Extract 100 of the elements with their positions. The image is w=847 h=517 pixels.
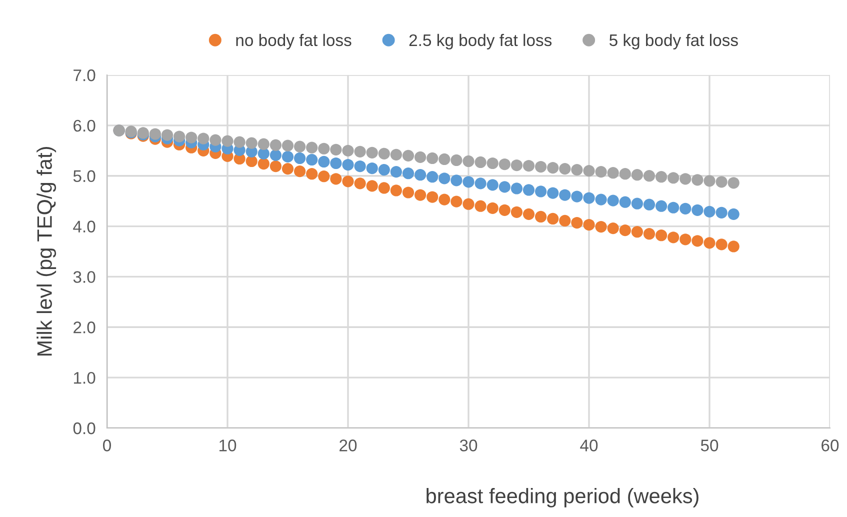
point: [510, 206, 523, 218]
point: [161, 129, 174, 141]
point: [571, 216, 583, 229]
point: [498, 181, 510, 193]
point: [414, 189, 426, 201]
point: [438, 194, 450, 206]
x-axis-title: breast feeding period (weeks): [426, 488, 698, 508]
x-tick-label: 10: [220, 440, 236, 452]
point: [318, 170, 330, 182]
point: [306, 142, 318, 154]
point: [354, 160, 366, 172]
point: [547, 162, 559, 174]
point: [692, 174, 704, 186]
point: [655, 200, 668, 212]
point: [258, 138, 270, 150]
point: [522, 184, 535, 196]
x-tick-label: 0: [103, 440, 111, 452]
point: [186, 132, 198, 144]
point: [704, 237, 716, 249]
point: [668, 202, 680, 214]
x-tick-label: 20: [340, 440, 357, 452]
point: [571, 190, 583, 202]
point: [390, 166, 402, 178]
point: [643, 228, 656, 240]
point: [330, 173, 342, 185]
point: [198, 132, 210, 144]
point: [607, 222, 619, 234]
y-tick-label: 0.0: [73, 422, 96, 434]
point: [474, 156, 486, 168]
point: [366, 146, 378, 158]
point: [462, 198, 474, 210]
point: [378, 148, 390, 160]
point: [619, 224, 631, 236]
y-axis-title: Milk levl (pg TEQ/g fat): [36, 147, 56, 356]
point: [510, 159, 523, 172]
point: [462, 176, 474, 188]
point: [330, 157, 342, 170]
point: [486, 157, 498, 170]
point: [306, 154, 318, 166]
point: [318, 142, 330, 154]
point: [390, 184, 402, 196]
point: [390, 148, 402, 160]
point: [258, 158, 270, 170]
y-tick-label: 6.0: [74, 120, 96, 132]
point: [366, 180, 378, 192]
point: [282, 162, 294, 175]
point: [282, 150, 294, 163]
point: [692, 204, 704, 216]
point: [631, 198, 644, 210]
point: [342, 176, 354, 188]
point: [534, 160, 547, 173]
point: [462, 155, 474, 168]
point: [534, 210, 547, 223]
point: [547, 187, 559, 199]
legend-label: 5 kg body fat loss: [609, 34, 738, 50]
point: [595, 220, 607, 233]
point: [607, 194, 619, 206]
point: [631, 226, 644, 238]
point: [426, 191, 438, 203]
point: [234, 136, 246, 148]
point: [354, 178, 366, 190]
point: [282, 140, 294, 152]
point: [486, 202, 498, 214]
point: [306, 168, 318, 180]
y-tick-label: 7.0: [74, 69, 96, 82]
point: [414, 151, 426, 164]
point: [559, 214, 571, 227]
legend-label: no body fat loss: [236, 34, 352, 50]
point: [643, 170, 656, 182]
point: [378, 182, 390, 194]
point: [619, 168, 631, 180]
y-tick-label: 5.0: [73, 170, 96, 182]
legend-label: 2.5 kg body fat loss: [409, 34, 552, 50]
point: [559, 189, 571, 201]
y-tick-label: 2.0: [74, 322, 96, 334]
point: [583, 218, 595, 231]
point: [619, 196, 631, 208]
point: [631, 169, 644, 181]
point: [534, 186, 547, 198]
point: [270, 149, 282, 161]
point: [270, 160, 282, 172]
point: [450, 196, 462, 208]
point: [450, 174, 462, 186]
point: [330, 144, 342, 156]
point: [583, 165, 595, 177]
x-tick-label: 60: [822, 440, 839, 452]
point: [522, 208, 535, 220]
point: [571, 164, 583, 176]
point: [510, 182, 523, 194]
point: [716, 238, 728, 250]
point: [668, 172, 680, 184]
x-tick-label: 40: [580, 440, 598, 452]
point: [366, 162, 378, 174]
point: [402, 186, 414, 198]
point: [680, 173, 692, 185]
point: [547, 212, 559, 225]
y-tick-label: 3.0: [73, 271, 96, 283]
point: [294, 152, 306, 164]
point: [438, 153, 450, 166]
point: [210, 134, 222, 146]
